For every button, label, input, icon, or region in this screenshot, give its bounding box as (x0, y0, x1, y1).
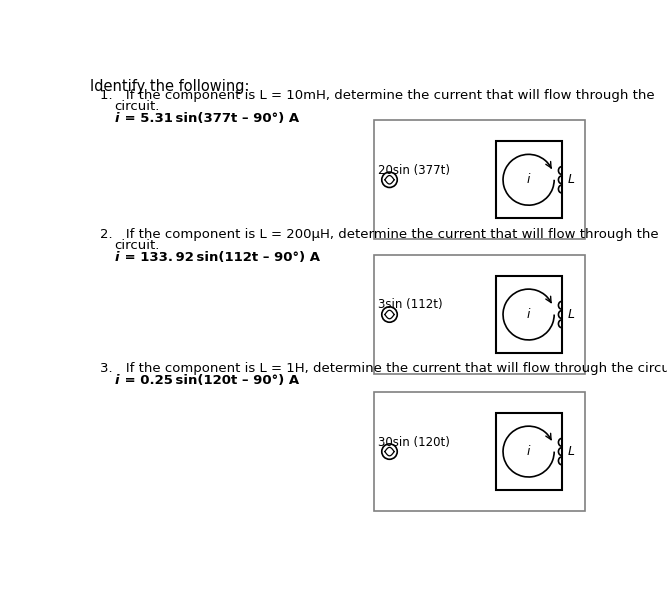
Text: 20sin (377t): 20sin (377t) (378, 163, 450, 177)
Bar (374, 392, 585, 511)
Bar (496, 413, 562, 490)
Text: Identify the following:: Identify the following: (89, 78, 249, 93)
Text: 30sin (120t): 30sin (120t) (378, 435, 450, 449)
Text: 3. If the component is L = 1H, determine the current that will flow through the : 3. If the component is L = 1H, determine… (101, 362, 667, 375)
Text: = 0.25 sin(120t – 90°) A: = 0.25 sin(120t – 90°) A (120, 374, 299, 387)
Text: i: i (527, 445, 530, 458)
Text: circuit.: circuit. (114, 239, 160, 251)
Text: = 133. 92 sin(112t – 90°) A: = 133. 92 sin(112t – 90°) A (120, 251, 319, 264)
Text: L: L (568, 445, 575, 458)
Text: circuit.: circuit. (114, 100, 160, 113)
Text: = 5.31 sin(377t – 90°) A: = 5.31 sin(377t – 90°) A (120, 112, 299, 125)
Text: L: L (568, 308, 575, 321)
Bar (374, 120, 585, 239)
Bar (496, 276, 562, 353)
Text: L: L (568, 173, 575, 186)
Bar (374, 255, 585, 374)
Text: i: i (114, 374, 119, 387)
Text: i: i (114, 112, 119, 125)
Bar (496, 141, 562, 218)
Text: i: i (527, 173, 530, 186)
Text: 2. If the component is L = 200μH, determine the current that will flow through t: 2. If the component is L = 200μH, determ… (101, 228, 659, 241)
Text: i: i (114, 251, 119, 264)
Text: 3sin (112t): 3sin (112t) (378, 298, 442, 311)
Text: 1. If the component is L = 10mH, determine the current that will flow through th: 1. If the component is L = 10mH, determi… (101, 89, 655, 103)
Text: i: i (527, 308, 530, 321)
